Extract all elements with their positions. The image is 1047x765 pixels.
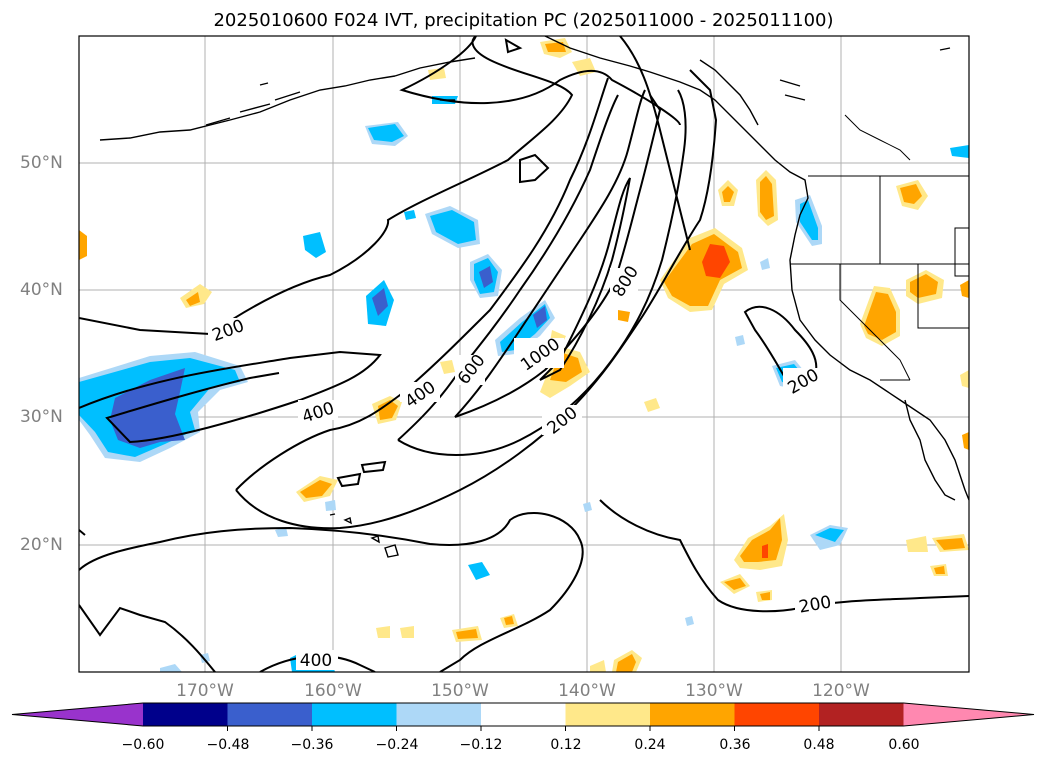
lat-label: 50°N [20,153,63,173]
colorbar-segment [650,703,735,726]
colorbar-tick-label: −0.48 [206,737,250,753]
colorbar-segment [481,703,566,726]
colorbar-segment [819,703,904,726]
lat-label: 20°N [20,535,63,555]
colorbar-segment [312,703,397,726]
colorbar-segment [734,703,820,726]
coastlines [99,36,969,558]
colorbar-outline [11,702,1035,727]
colorbar-tick-label: −0.36 [290,737,334,753]
colorbar [11,702,1035,731]
colorbar-extend-min [12,703,143,726]
colorbar-tick-label: 0.12 [550,737,582,753]
lat-label: 30°N [20,407,63,427]
colorbar-segment [565,703,651,726]
lon-label: 170°W [176,681,234,701]
lon-label: 150°W [431,681,489,701]
colorbar-segment [396,703,482,726]
colorbar-tick-label: 0.48 [803,737,835,753]
colorbar-tick-label: 0.60 [888,737,920,753]
colorbar-tick-label: −0.60 [121,737,165,753]
lon-label: 160°W [304,681,362,701]
colorbar-extend-max [903,703,1034,726]
colorbar-tick-label: −0.24 [375,737,419,753]
contour-label-masks [208,268,835,670]
colorbar-segment [143,703,228,726]
lon-label: 120°W [812,681,870,701]
colorbar-tick-label: 0.36 [719,737,751,753]
map-frame [78,35,970,673]
positive-precip-areas [79,38,969,672]
colorbar-tick-label: −0.12 [459,737,503,753]
negative-precip-areas [79,96,969,672]
colorbar-segment [227,703,313,726]
lon-label: 130°W [685,681,743,701]
contour-label: 400 [300,651,332,671]
ivt-contours [79,36,969,672]
state-borders [790,114,969,381]
colorbar-tick-label: 0.24 [634,737,666,753]
lon-label: 140°W [558,681,616,701]
map-title: 2025010600 F024 IVT, precipitation PC (2… [213,10,834,31]
lat-label: 40°N [20,280,63,300]
